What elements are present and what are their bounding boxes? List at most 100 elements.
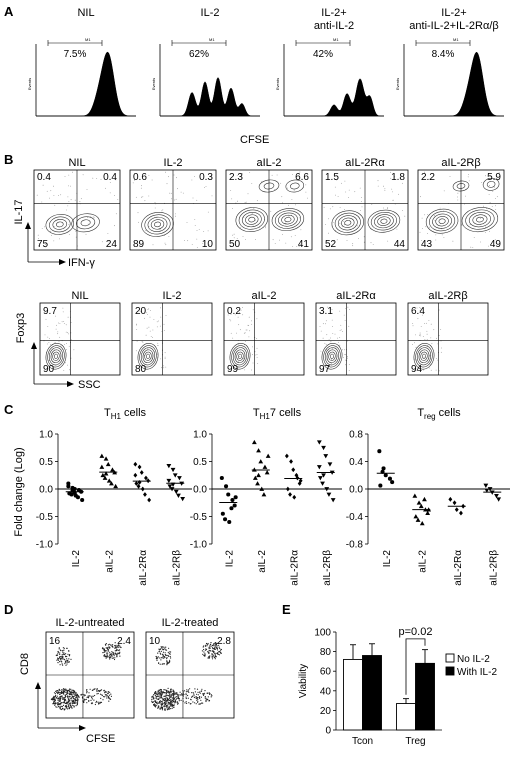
event-dot — [163, 646, 165, 648]
data-point — [109, 481, 114, 486]
event-dot — [404, 215, 406, 217]
event-dot — [159, 652, 161, 654]
event-dot — [58, 648, 60, 650]
contour-line — [52, 351, 60, 361]
contour-line — [248, 216, 256, 223]
event-dot — [66, 708, 69, 710]
event-dot — [161, 700, 163, 702]
event-dot — [170, 705, 172, 707]
event-dot — [120, 646, 122, 648]
event-dot — [300, 229, 302, 231]
event-dot — [251, 212, 253, 214]
event-dot — [489, 231, 490, 232]
quadrant-value-ur: 1.8 — [391, 172, 405, 183]
event-dot — [175, 698, 178, 700]
event-dot — [285, 222, 287, 224]
data-point — [256, 448, 261, 453]
contour-line — [235, 207, 269, 232]
event-dot — [49, 338, 50, 339]
category-label: IL-2 — [224, 550, 235, 568]
event-dot — [485, 175, 486, 177]
event-dot — [108, 694, 111, 696]
event-dot — [292, 246, 294, 247]
event-dot — [164, 709, 166, 711]
event-dot — [71, 695, 73, 697]
event-dot — [211, 195, 213, 197]
event-dot — [229, 319, 231, 321]
event-dot — [63, 370, 65, 371]
event-dot — [178, 700, 180, 702]
event-dot — [166, 656, 168, 659]
event-dot — [440, 351, 442, 353]
y-tick-label: -0.8 — [346, 540, 364, 551]
event-dot — [110, 656, 112, 658]
event-dot — [195, 703, 197, 705]
event-dot — [161, 367, 163, 369]
y-tick-label: 1.0 — [193, 430, 207, 441]
event-dot — [394, 176, 396, 178]
event-dot — [65, 705, 67, 707]
event-dot — [240, 309, 242, 311]
event-dot — [339, 310, 341, 312]
event-dot — [208, 692, 210, 694]
event-dot — [219, 651, 221, 653]
event-dot — [468, 180, 470, 182]
event-dot — [202, 693, 204, 695]
event-dot — [136, 329, 138, 330]
event-dot — [181, 693, 183, 695]
event-dot — [339, 222, 341, 224]
event-dot — [245, 201, 247, 203]
event-dot — [185, 693, 187, 695]
event-dot — [63, 652, 65, 654]
event-dot — [169, 192, 171, 194]
event-dot — [65, 331, 67, 333]
event-dot — [108, 655, 111, 657]
event-dot — [352, 243, 354, 245]
contour-line — [278, 212, 298, 227]
event-dot — [426, 339, 428, 340]
event-dot — [170, 701, 172, 704]
event-dot — [50, 190, 52, 192]
quadrant-value-top: 3.1 — [319, 306, 333, 317]
contour-line — [45, 343, 67, 370]
event-dot — [202, 702, 204, 704]
event-dot — [425, 322, 427, 324]
data-point — [166, 463, 172, 469]
data-point — [418, 503, 424, 509]
event-dot — [47, 336, 49, 338]
event-dot — [197, 698, 199, 700]
event-dot — [113, 658, 116, 661]
event-dot — [245, 329, 247, 331]
quadrant-value-bottom: 97 — [319, 364, 331, 375]
event-dot — [167, 701, 170, 704]
event-dot — [437, 359, 439, 361]
event-dot — [163, 663, 165, 665]
event-dot — [244, 341, 246, 342]
event-dot — [156, 353, 158, 355]
event-dot — [285, 242, 287, 244]
event-dot — [64, 690, 66, 692]
y-tick-label: 0.0 — [193, 485, 207, 496]
event-dot — [300, 243, 301, 245]
event-dot — [159, 649, 161, 651]
event-dot — [60, 702, 62, 704]
event-dot — [65, 688, 67, 690]
event-dot — [54, 204, 56, 206]
contour-line — [326, 349, 338, 364]
event-dot — [377, 185, 379, 187]
data-point — [105, 461, 111, 467]
hist-title: anti-IL-2 — [314, 20, 354, 32]
event-dot — [68, 658, 70, 660]
event-dot — [159, 229, 161, 231]
data-point — [381, 466, 386, 471]
event-dot — [207, 642, 209, 645]
event-dot — [196, 247, 198, 249]
event-dot — [169, 695, 171, 697]
event-dot — [164, 702, 167, 704]
event-dot — [90, 695, 92, 697]
event-dot — [63, 649, 65, 651]
event-dot — [343, 221, 345, 222]
event-dot — [71, 690, 73, 692]
event-dot — [216, 642, 218, 644]
event-dot — [59, 658, 62, 660]
